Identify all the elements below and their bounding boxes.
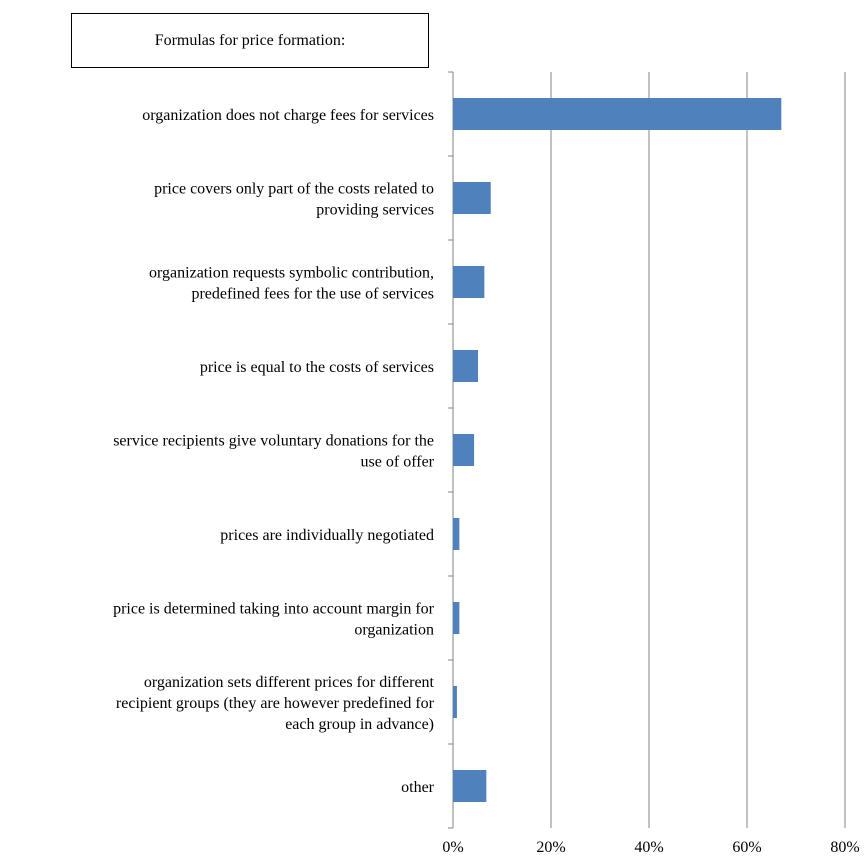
bar xyxy=(453,98,782,130)
category-label-line: other xyxy=(401,779,435,796)
bar xyxy=(453,182,491,214)
chart-title: Formulas for price formation: xyxy=(154,31,346,49)
bar xyxy=(453,602,460,634)
category-label-line: service recipients give voluntary donati… xyxy=(113,433,434,450)
category-label-line: prices are individually negotiated xyxy=(220,527,434,544)
category-label: organization does not charge fees for se… xyxy=(142,107,434,124)
bar xyxy=(453,518,460,550)
x-tick-label: 60% xyxy=(732,839,761,856)
category-label-line: organization does not charge fees for se… xyxy=(142,107,434,124)
category-label-line: price is equal to the costs of services xyxy=(200,359,434,376)
x-tick-label: 20% xyxy=(536,839,565,856)
bar xyxy=(453,434,475,466)
x-tick-label: 40% xyxy=(634,839,663,856)
x-tick-label: 0% xyxy=(442,839,463,856)
category-label-line: price is determined taking into account … xyxy=(113,601,435,618)
bar xyxy=(453,266,485,298)
category-label: price is equal to the costs of services xyxy=(200,359,434,376)
category-label-line: price covers only part of the costs rela… xyxy=(154,181,434,198)
category-label: prices are individually negotiated xyxy=(220,527,434,544)
category-label-line: organization xyxy=(354,622,434,639)
category-label: service recipients give voluntary donati… xyxy=(113,433,434,471)
category-label-line: organization sets different prices for d… xyxy=(144,674,435,691)
category-label-line: providing services xyxy=(316,202,434,219)
category-label: organization sets different prices for d… xyxy=(116,674,435,733)
category-label: price covers only part of the costs rela… xyxy=(154,181,434,219)
category-label-line: organization requests symbolic contribut… xyxy=(149,265,434,282)
category-label: price is determined taking into account … xyxy=(113,601,435,639)
category-label-line: predefined fees for the use of services xyxy=(191,286,434,303)
category-label-line: recipient groups (they are however prede… xyxy=(116,695,435,712)
x-tick-label: 80% xyxy=(830,839,859,856)
category-label: organization requests symbolic contribut… xyxy=(149,265,434,303)
bar xyxy=(453,686,457,718)
category-label-line: use of offer xyxy=(361,454,435,471)
chart-title-box: Formulas for price formation: xyxy=(71,13,429,68)
bar xyxy=(453,770,487,802)
bar xyxy=(453,350,478,382)
category-label-line: each group in advance) xyxy=(285,716,434,733)
category-label: other xyxy=(401,779,435,796)
